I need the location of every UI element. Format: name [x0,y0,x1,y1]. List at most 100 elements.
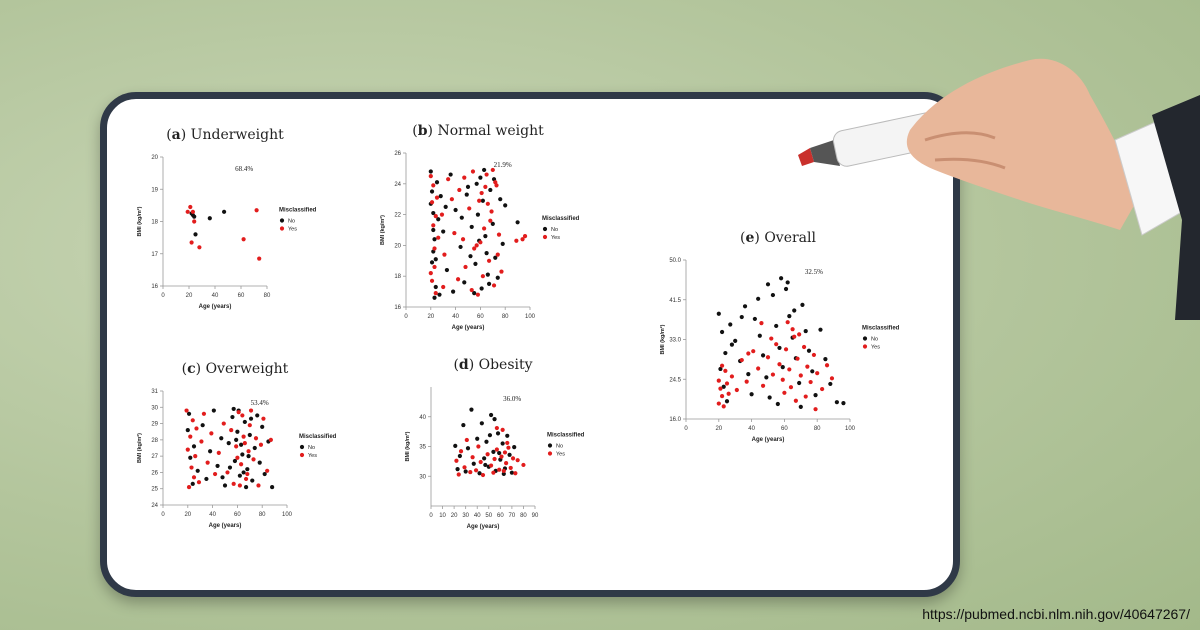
point-no [767,395,772,400]
point-no [246,454,251,459]
source-url[interactable]: https://pubmed.ncbi.nlm.nih.gov/40647267… [922,606,1190,622]
point-no [433,284,438,290]
point-no [818,327,823,332]
point-no [463,469,468,474]
legend-marker-yes [542,234,548,240]
point-yes [477,198,482,203]
point-yes [787,367,792,372]
y-axis-label: BMI (kg/m²) [136,433,143,463]
point-no [828,381,833,387]
point-no [222,483,228,488]
point-no [775,401,780,407]
point-yes [245,471,250,477]
y-tick-label: 35 [419,445,426,451]
point-yes [497,467,502,472]
point-no [227,465,233,470]
point-yes [491,283,497,288]
point-no [245,467,250,472]
point-no [719,329,725,335]
point-yes [765,355,771,360]
x-tick-label: 40 [748,426,755,432]
x-tick-label: 0 [404,314,408,320]
y-tick-label: 27 [151,454,158,460]
point-no [464,192,469,197]
x-axis-label: Age (years) [452,325,485,331]
point-yes [785,320,790,325]
point-yes [449,197,454,202]
point-yes [237,483,242,488]
point-yes [726,391,731,396]
point-no [443,204,448,209]
point-yes [246,449,251,454]
point-no [192,214,197,219]
point-yes [756,366,761,371]
legend-title: Misclassified [862,326,900,332]
point-no [765,282,771,287]
y-tick-label: 16.0 [669,417,681,423]
point-yes [243,476,249,482]
point-yes [504,461,509,466]
point-no [208,449,213,454]
point-yes [433,291,438,296]
point-yes [494,425,499,431]
panel-a-underweight: (a) Underweight 0 20 40 60 80 16 17 18 19 20 Age (y… [129,121,329,320]
x-tick-label: 100 [845,426,856,432]
x-axis-label: Age (years) [199,304,232,310]
point-yes [770,372,776,377]
point-yes [501,468,506,473]
point-no [237,473,242,478]
y-tick-label: 30 [151,405,158,411]
point-no [469,407,474,412]
point-no [471,461,476,466]
x-tick-label: 0 [684,426,688,432]
x-tick-label: 10 [439,513,446,519]
point-no [455,467,460,472]
point-no [186,411,192,416]
point-yes [496,232,502,237]
legend-label-yes: Yes [288,227,297,233]
point-yes [190,209,195,214]
point-no [473,261,478,266]
point-no [247,432,252,438]
legend-label-no: No [288,219,295,225]
point-no [429,189,435,194]
point-yes [506,445,511,450]
point-yes [185,447,190,452]
legend-label-yes: Yes [556,452,565,458]
point-yes [479,190,484,196]
y-tick-label: 30 [419,474,426,480]
point-yes [488,463,494,468]
point-yes [783,347,789,352]
point-yes [190,418,195,423]
point-yes [719,393,725,399]
point-no [490,221,495,226]
point-no [190,481,195,486]
point-yes [499,269,504,274]
point-yes [455,277,461,282]
panel-title: (a) Underweight [166,127,284,143]
scatter-plot-c: (c) Overweight 0 20 40 60 80 100 24 25 26 27 28 29 30… [136,361,337,529]
legend-label-no: No [556,444,563,450]
point-yes [824,363,830,368]
point-yes [441,284,446,290]
point-yes [184,408,189,413]
point-yes [191,475,197,480]
point-yes [221,421,226,426]
point-yes [510,456,516,461]
y-axis-label: BMI (kg/m²) [659,324,666,354]
point-yes [759,321,764,326]
point-no [841,401,846,406]
point-no [465,184,471,189]
y-tick-label: 50.0 [669,258,681,264]
x-tick-label: 80 [814,426,821,432]
point-yes [189,465,194,470]
point-no [498,197,503,202]
point-no [188,455,193,460]
point-no [512,444,517,450]
y-tick-label: 26 [394,151,401,157]
x-tick-label: 80 [259,512,266,518]
point-yes [185,209,190,214]
point-no [810,369,815,374]
y-tick-label: 25 [151,487,158,493]
point-no [204,476,209,482]
